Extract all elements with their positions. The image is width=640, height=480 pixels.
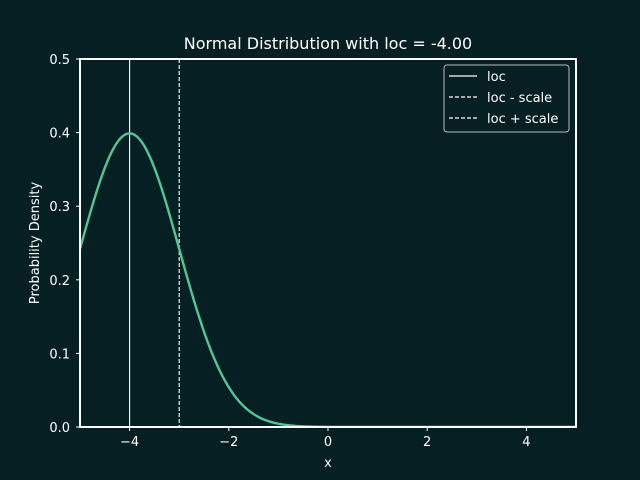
y-tick-label: 0.0 — [49, 421, 70, 436]
chart-title: Normal Distribution with loc = -4.00 — [184, 34, 472, 53]
axis-ticks: −4 −2 0 2 4 0.0 0.1 0.2 0.3 0.4 0.5 — [49, 53, 530, 450]
y-tick-label: 0.2 — [49, 274, 70, 289]
legend-box — [443, 64, 570, 133]
y-tick-label: 0.5 — [49, 53, 70, 68]
legend-label-loc-plus-scale: loc + scale — [487, 112, 558, 127]
x-tick-label: −4 — [120, 435, 139, 450]
legend-label-loc: loc — [487, 70, 506, 85]
y-tick-label: 0.1 — [49, 347, 70, 362]
y-tick-label: 0.4 — [49, 127, 70, 142]
x-axis-label: x — [324, 456, 332, 471]
legend-label-loc-minus-scale: loc - scale — [487, 91, 552, 106]
x-tick-label: 4 — [522, 435, 530, 450]
x-tick-label: 2 — [423, 435, 431, 450]
y-tick-label: 0.3 — [49, 200, 70, 215]
x-tick-label: 0 — [324, 435, 332, 450]
x-tick-label: −2 — [219, 435, 238, 450]
legend: loc loc - scale loc + scale — [443, 64, 570, 133]
y-axis-label: Probability Density — [28, 182, 43, 305]
